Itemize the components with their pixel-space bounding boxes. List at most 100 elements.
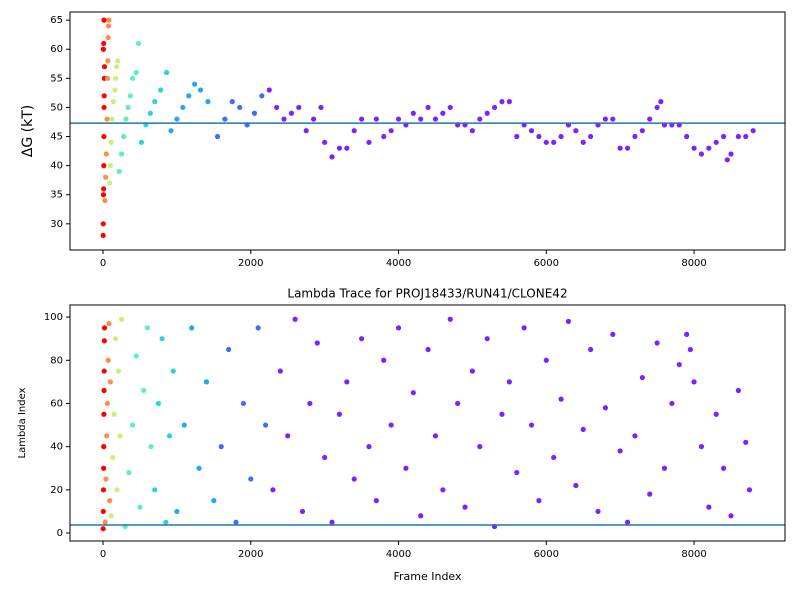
y-tick-label: 0 <box>57 528 63 539</box>
point <box>610 331 616 337</box>
point <box>447 104 453 111</box>
point <box>403 465 409 471</box>
point <box>624 519 631 525</box>
point <box>116 168 122 175</box>
point <box>610 116 616 122</box>
point <box>106 17 112 23</box>
point <box>735 387 741 394</box>
point <box>101 368 107 374</box>
point <box>477 116 483 122</box>
point <box>100 487 107 493</box>
point <box>101 93 107 99</box>
point <box>558 133 564 140</box>
point <box>322 454 328 461</box>
point <box>125 104 131 111</box>
x-tick-label: 4000 <box>386 549 411 560</box>
point <box>565 318 572 325</box>
point <box>573 482 579 489</box>
point <box>197 87 204 93</box>
point <box>595 508 601 515</box>
point <box>203 379 210 385</box>
y-tick-label: 65 <box>50 15 63 26</box>
point <box>109 116 115 122</box>
point <box>103 151 109 157</box>
point <box>543 357 549 363</box>
point <box>617 448 623 454</box>
point <box>107 180 113 186</box>
point <box>410 110 416 116</box>
point <box>277 368 283 374</box>
point <box>101 64 108 70</box>
point <box>285 433 291 439</box>
point <box>624 145 631 151</box>
point <box>104 75 111 81</box>
point <box>647 491 653 497</box>
point <box>181 422 187 428</box>
point <box>138 139 145 145</box>
point <box>691 379 697 385</box>
point <box>163 519 169 525</box>
point <box>669 400 675 407</box>
point <box>101 411 107 417</box>
point <box>425 104 431 111</box>
point <box>654 104 660 111</box>
point <box>248 476 254 482</box>
x-tick-label: 4000 <box>386 258 411 269</box>
point <box>105 23 112 29</box>
point <box>698 444 705 450</box>
point <box>251 110 258 116</box>
point <box>166 433 173 439</box>
point <box>440 110 446 116</box>
point <box>101 40 107 47</box>
point <box>469 128 476 134</box>
y-tick-label: 60 <box>50 398 63 409</box>
point <box>314 340 320 346</box>
point <box>359 336 365 342</box>
point <box>137 504 143 510</box>
point <box>105 35 111 41</box>
point <box>110 454 116 461</box>
point <box>114 487 120 493</box>
point <box>170 368 176 374</box>
point <box>344 145 350 151</box>
point <box>658 99 664 105</box>
point <box>329 519 335 525</box>
point <box>684 133 690 140</box>
point <box>189 325 195 331</box>
point <box>101 104 107 111</box>
point <box>728 151 734 157</box>
point <box>713 139 719 145</box>
point <box>100 221 106 227</box>
point <box>211 498 217 504</box>
point <box>296 104 302 111</box>
point <box>292 316 298 322</box>
x-tick-label: 0 <box>100 549 106 560</box>
point <box>410 390 416 396</box>
point <box>118 151 125 157</box>
point <box>270 487 276 493</box>
point <box>691 145 697 151</box>
point <box>698 151 705 157</box>
point <box>229 99 235 105</box>
point <box>521 325 527 331</box>
point <box>104 116 110 122</box>
point <box>133 69 139 76</box>
point <box>499 99 505 105</box>
point <box>141 387 147 394</box>
point <box>506 99 512 105</box>
point <box>676 361 682 368</box>
y-tick-label: 40 <box>50 161 63 172</box>
point <box>152 99 158 105</box>
point <box>118 316 125 322</box>
point <box>447 316 453 322</box>
x-tick-label: 2000 <box>238 258 263 269</box>
point <box>214 133 221 140</box>
point <box>477 444 483 450</box>
point <box>632 433 638 439</box>
point <box>108 139 114 145</box>
point <box>388 422 394 428</box>
point <box>104 433 110 439</box>
point <box>366 139 372 145</box>
chart-title: Lambda Trace for PROJ18433/RUN41/CLONE42 <box>287 287 567 301</box>
